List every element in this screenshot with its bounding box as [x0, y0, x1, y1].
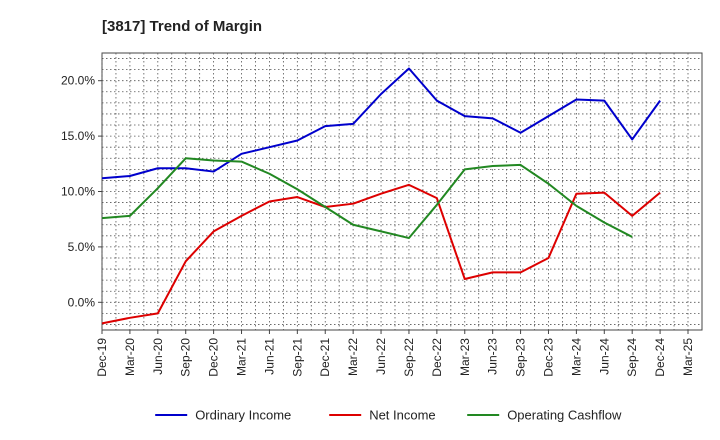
x-tick-label: Mar-23 — [458, 338, 472, 376]
x-tick-label: Jun-22 — [374, 338, 388, 375]
x-tick-label: Sep-24 — [625, 338, 639, 377]
x-tick-label: Dec-20 — [207, 338, 221, 377]
x-tick-label: Mar-22 — [346, 338, 360, 376]
x-tick-label: Dec-19 — [95, 338, 109, 377]
x-tick-label: Dec-24 — [653, 338, 667, 377]
grid-lines — [101, 53, 702, 330]
x-tick-label: Jun-21 — [262, 338, 276, 375]
x-tick-label: Mar-21 — [235, 338, 249, 376]
y-axis-ticks: 0.0% 5.0% 10.0% 15.0% 20.0% — [61, 74, 102, 309]
legend: Ordinary Income Net Income Operating Cashf… — [155, 408, 622, 423]
x-tick-label: Mar-20 — [123, 338, 137, 376]
x-tick-label: Sep-21 — [290, 338, 304, 377]
x-tick-label: Sep-22 — [402, 338, 416, 377]
series-line-operating-cashflow — [101, 157, 633, 240]
x-tick-label: Mar-25 — [681, 338, 695, 376]
x-tick-label: Dec-22 — [430, 338, 444, 377]
chart-title: [3817] Trend of Margin — [102, 18, 262, 35]
x-tick-label: Dec-21 — [318, 338, 332, 377]
x-axis-ticks: Dec-19 Mar-20 Jun-20 Sep-20 Dec-20 Mar-21 Jun-… — [95, 330, 695, 377]
series-line-net-income — [101, 183, 661, 325]
legend-label-net-income: Net Income — [369, 408, 435, 423]
legend-label-ordinary-income: Ordinary Income — [195, 408, 291, 423]
x-tick-label: Sep-23 — [514, 338, 528, 377]
legend-label-operating-cashflow: Operating Cashflow — [507, 408, 622, 423]
series-line-ordinary-income — [101, 67, 661, 180]
x-tick-label: Jun-20 — [151, 338, 165, 375]
y-tick-label: 10.0% — [61, 185, 95, 199]
x-tick-label: Sep-20 — [179, 338, 193, 377]
x-tick-label: Jun-23 — [486, 338, 500, 375]
y-tick-label: 20.0% — [61, 74, 95, 88]
x-tick-label: Dec-23 — [541, 338, 555, 377]
series-lines — [101, 67, 661, 325]
y-tick-label: 5.0% — [68, 240, 96, 254]
x-tick-label: Jun-24 — [597, 338, 611, 375]
y-tick-label: 0.0% — [68, 295, 96, 309]
x-tick-label: Mar-24 — [569, 338, 583, 376]
y-tick-label: 15.0% — [61, 129, 95, 143]
